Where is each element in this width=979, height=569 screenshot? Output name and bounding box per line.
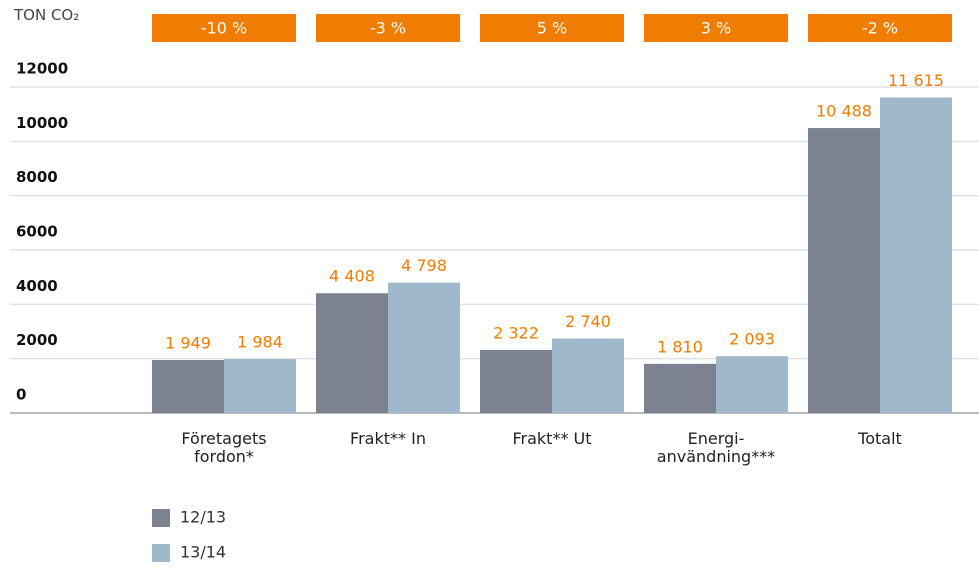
annotation-box <box>152 14 296 42</box>
value-label: 2 322 <box>493 323 539 342</box>
y-axis-label: TON CO₂ <box>14 6 80 24</box>
bar <box>388 282 460 413</box>
bar <box>644 363 716 413</box>
annotation: -2 % <box>862 19 898 38</box>
bar <box>552 338 624 413</box>
value-label: 2 093 <box>729 330 775 349</box>
bar <box>152 360 224 413</box>
annotation: -3 % <box>370 19 406 38</box>
annotation-box <box>644 14 788 42</box>
x-tick-label: Företagets fordon* <box>181 429 267 466</box>
x-tick-label: Totalt <box>858 429 902 448</box>
value-label: 4 408 <box>329 267 375 286</box>
legend-swatch <box>152 509 170 527</box>
legend-swatch <box>152 544 170 562</box>
bar <box>316 293 388 413</box>
annotation: -10 % <box>201 19 247 38</box>
annotation-box <box>316 14 460 42</box>
y-tick-label: 12000 <box>16 60 68 78</box>
value-label: 10 488 <box>816 102 872 121</box>
annotation: 3 % <box>701 19 731 38</box>
legend-label: 12/13 <box>180 508 226 527</box>
x-tick-label: Energi-användning*** <box>656 429 776 466</box>
annotation-box <box>808 14 952 42</box>
y-tick-label: 4000 <box>16 277 58 295</box>
value-label: 4 798 <box>401 256 447 275</box>
annotation: 5 % <box>537 19 567 38</box>
bar <box>480 349 552 413</box>
value-label: 1 984 <box>237 333 283 352</box>
value-label: 2 740 <box>565 312 611 331</box>
bar <box>224 359 296 413</box>
bar <box>880 97 952 413</box>
x-tick-label: Frakt** In <box>350 429 426 448</box>
annotation-box <box>480 14 624 42</box>
y-tick-label: 6000 <box>16 223 58 241</box>
legend-label: 13/14 <box>180 543 226 562</box>
x-tick-label: Frakt** Ut <box>512 429 592 448</box>
value-label: 11 615 <box>888 71 944 90</box>
y-tick-label: 2000 <box>16 331 58 349</box>
bar <box>716 356 788 413</box>
value-label: 1 949 <box>165 334 211 353</box>
bar <box>808 128 880 414</box>
y-tick-label: 0 <box>16 386 26 404</box>
value-label: 1 810 <box>657 337 703 356</box>
y-tick-label: 8000 <box>16 168 58 186</box>
y-tick-label: 10000 <box>16 114 68 132</box>
